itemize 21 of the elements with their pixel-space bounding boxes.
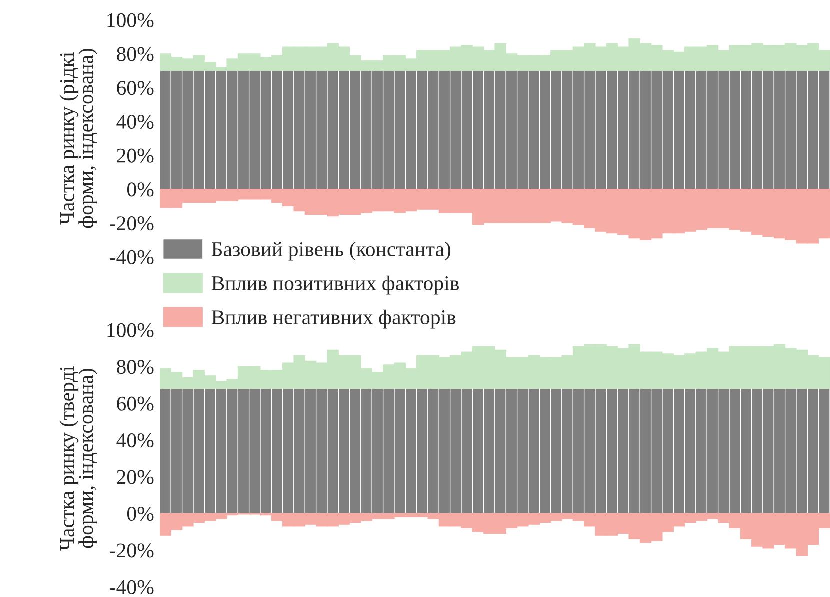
y-tick-label: 100% — [108, 13, 154, 28]
y-tick-label: 100% — [108, 323, 154, 338]
y-tick-label: 60% — [117, 81, 154, 96]
y-tick-label: 80% — [117, 47, 154, 62]
y-tick-label: 20% — [117, 470, 154, 484]
y-tick-label: 0% — [127, 506, 154, 522]
y-tick-label: 80% — [117, 360, 154, 374]
y-tick-label: 20% — [117, 148, 154, 163]
y-tick-label: 40% — [116, 434, 154, 448]
y-tick-label: -40% — [110, 580, 154, 594]
legend-label: Вплив позитивних факторів — [212, 276, 460, 295]
y-tick-label: -20% — [110, 544, 154, 558]
legend-label: Базовий рівень (константа) — [212, 242, 451, 261]
legend-label: Вплив негативних факторів — [212, 310, 456, 329]
y-axis-title: Частка ринку (тверді форми, індексована) — [60, 366, 98, 551]
y-tick-label: 0% — [127, 182, 154, 197]
y-tick-label: -20% — [110, 216, 154, 231]
y-tick-label: -40% — [110, 250, 154, 264]
y-axis-title: Частка ринку (рідкі форми, індексована) — [60, 48, 98, 228]
y-tick-label: 60% — [117, 396, 154, 411]
y-tick-label: 40% — [116, 114, 154, 130]
